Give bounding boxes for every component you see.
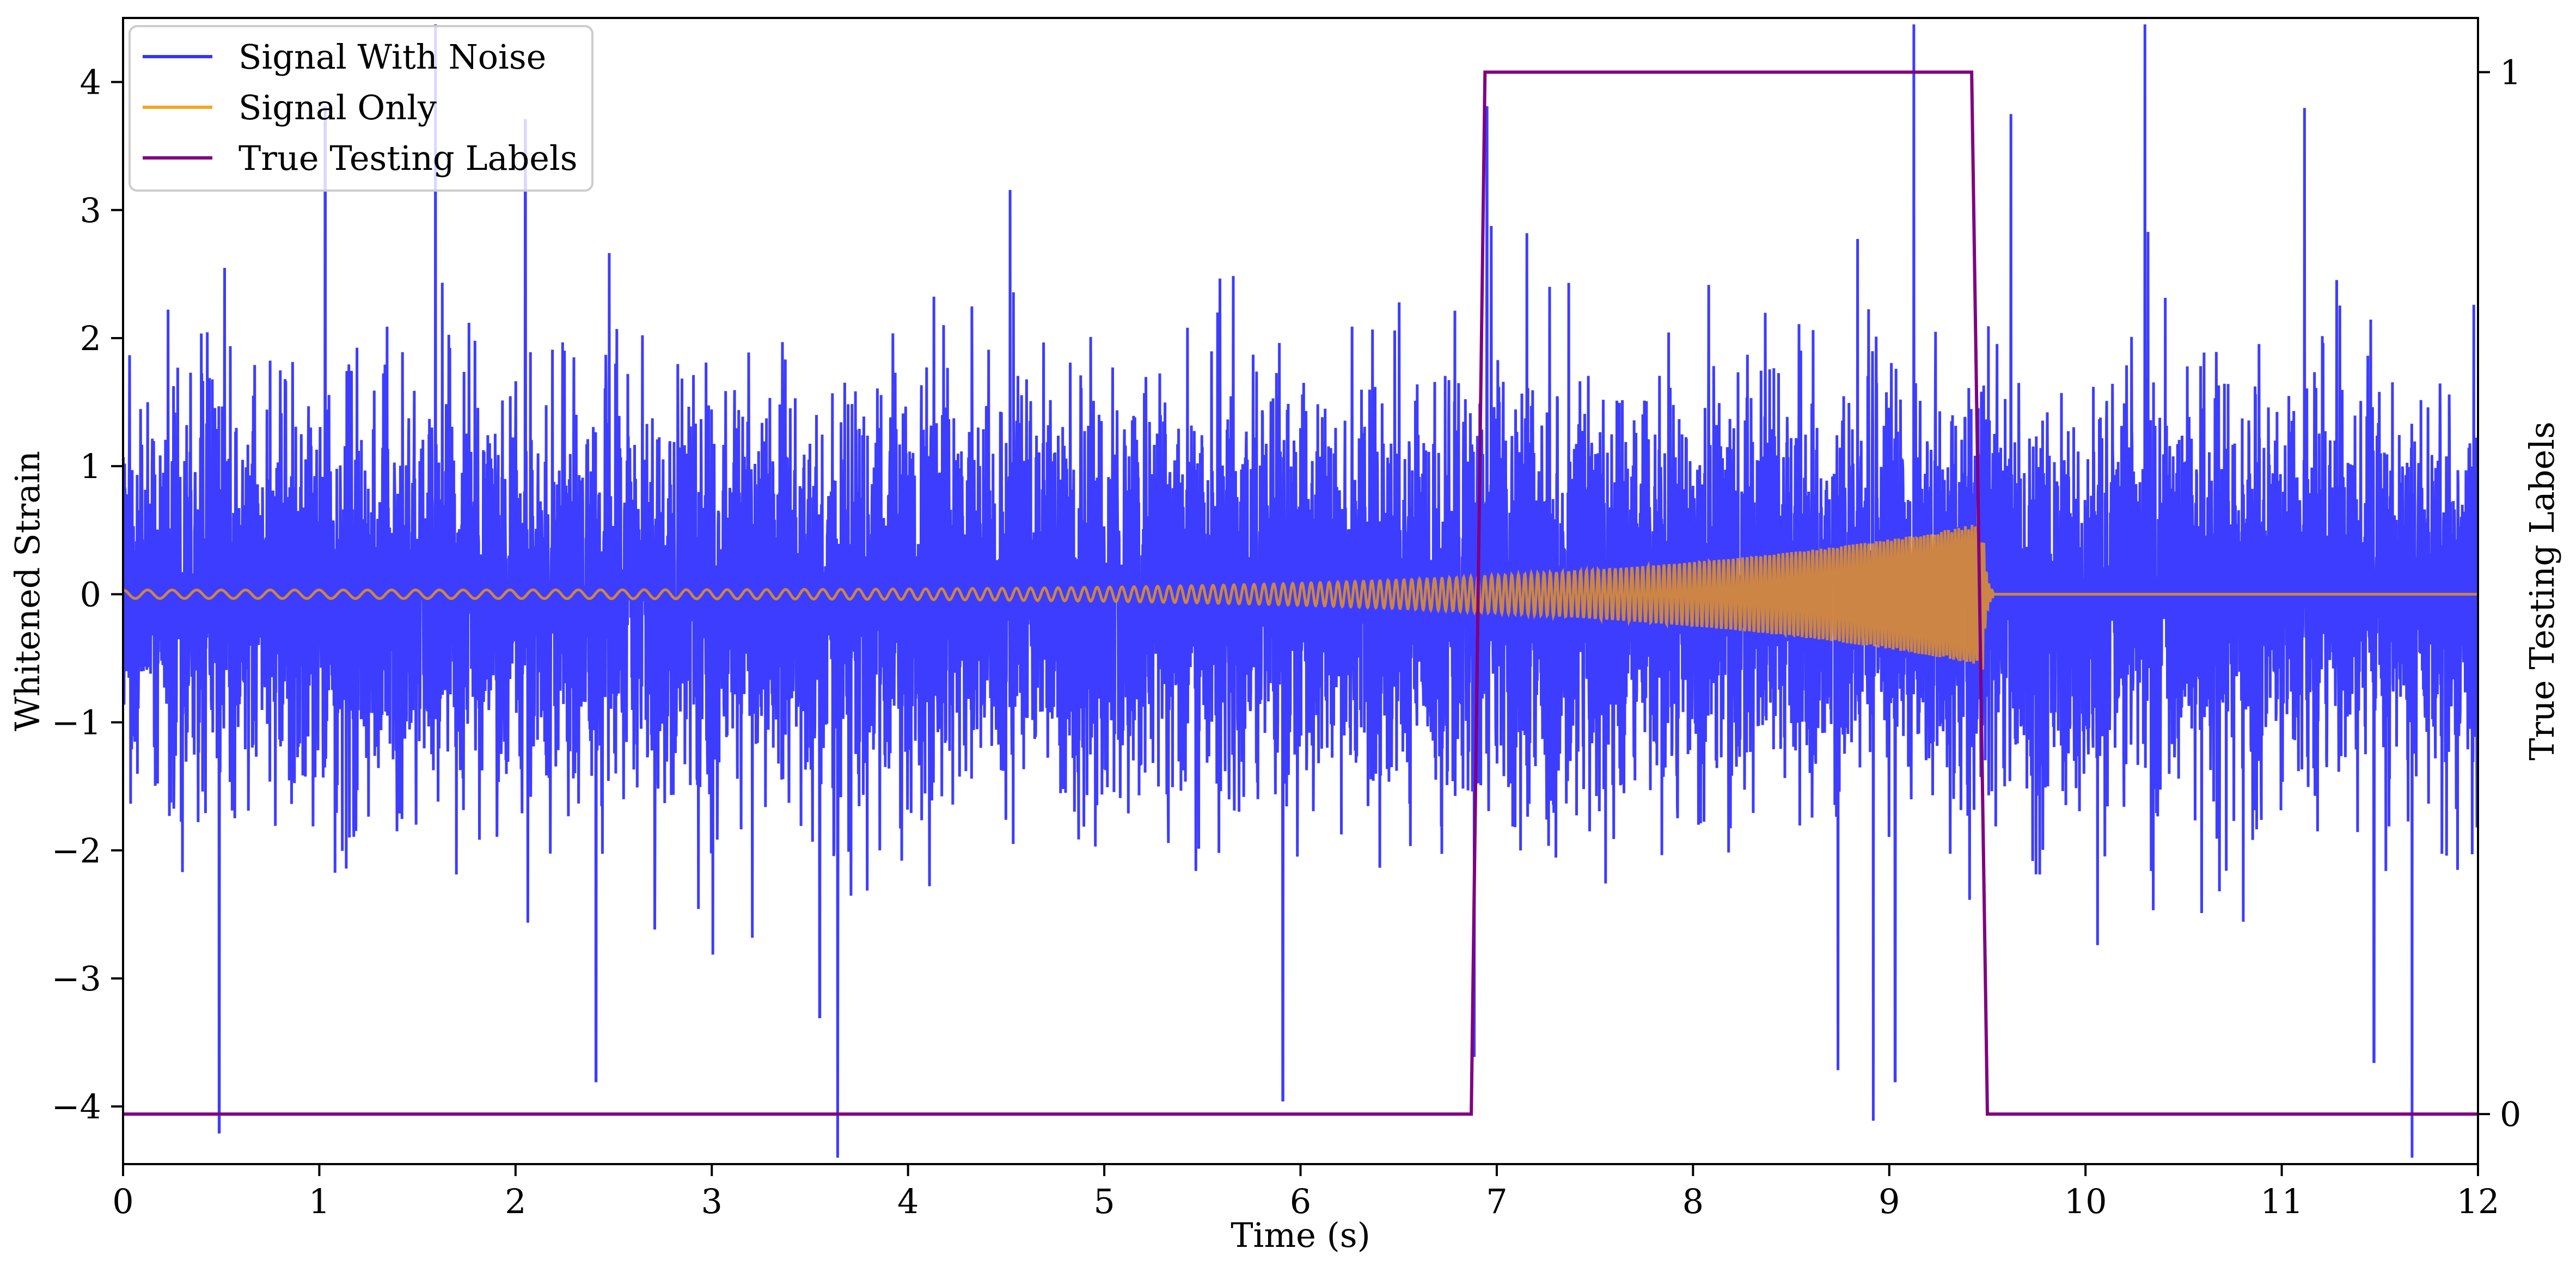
x-tick-label: 11 bbox=[2260, 1182, 2303, 1221]
y-tick-label: 4 bbox=[80, 63, 101, 102]
x-tick-label: 0 bbox=[112, 1182, 133, 1221]
x-tick-label: 7 bbox=[1486, 1182, 1507, 1221]
y-tick-label: 0 bbox=[80, 574, 101, 614]
legend-label: True Testing Labels bbox=[238, 138, 578, 178]
y-tick-label: −3 bbox=[52, 959, 101, 999]
x-axis-title: Time (s) bbox=[1231, 1215, 1370, 1255]
legend-label: Signal Only bbox=[238, 88, 437, 127]
y2-tick-label: 1 bbox=[2500, 53, 2521, 93]
x-tick-label: 5 bbox=[1093, 1182, 1115, 1221]
y2-tick-label: 0 bbox=[2500, 1094, 2521, 1134]
x-tick-label: 10 bbox=[2064, 1182, 2107, 1221]
y-axis-title: Whitened Strain bbox=[8, 451, 47, 731]
y-tick-label: −4 bbox=[52, 1087, 101, 1127]
x-tick-label: 1 bbox=[309, 1182, 330, 1221]
x-tick-label: 4 bbox=[897, 1182, 919, 1221]
x-tick-label: 8 bbox=[1682, 1182, 1704, 1221]
x-tick-label: 3 bbox=[701, 1182, 723, 1221]
legend-box bbox=[129, 25, 593, 192]
x-tick-label: 2 bbox=[505, 1182, 526, 1221]
plot-area bbox=[123, 24, 2478, 1158]
series-line-signal-with-noise bbox=[123, 24, 2478, 1158]
x-tick-label: 9 bbox=[1879, 1182, 1900, 1221]
y-tick-label: 2 bbox=[80, 319, 101, 358]
legend-label: Signal With Noise bbox=[238, 37, 546, 77]
y-tick-label: 1 bbox=[80, 446, 101, 486]
y-tick-label: −2 bbox=[52, 831, 101, 871]
series-line-true-testing-labels bbox=[123, 70, 2478, 1116]
y2-axis-title: True Testing Labels bbox=[2522, 421, 2562, 761]
x-tick-label: 6 bbox=[1290, 1182, 1311, 1221]
series-line-signal-only bbox=[123, 524, 2478, 670]
y-tick-label: −1 bbox=[52, 703, 101, 743]
x-tick-label: 12 bbox=[2457, 1182, 2500, 1221]
y-tick-label: 3 bbox=[80, 191, 101, 230]
legend: Signal With Noise Signal Only True Testing… bbox=[129, 25, 593, 192]
